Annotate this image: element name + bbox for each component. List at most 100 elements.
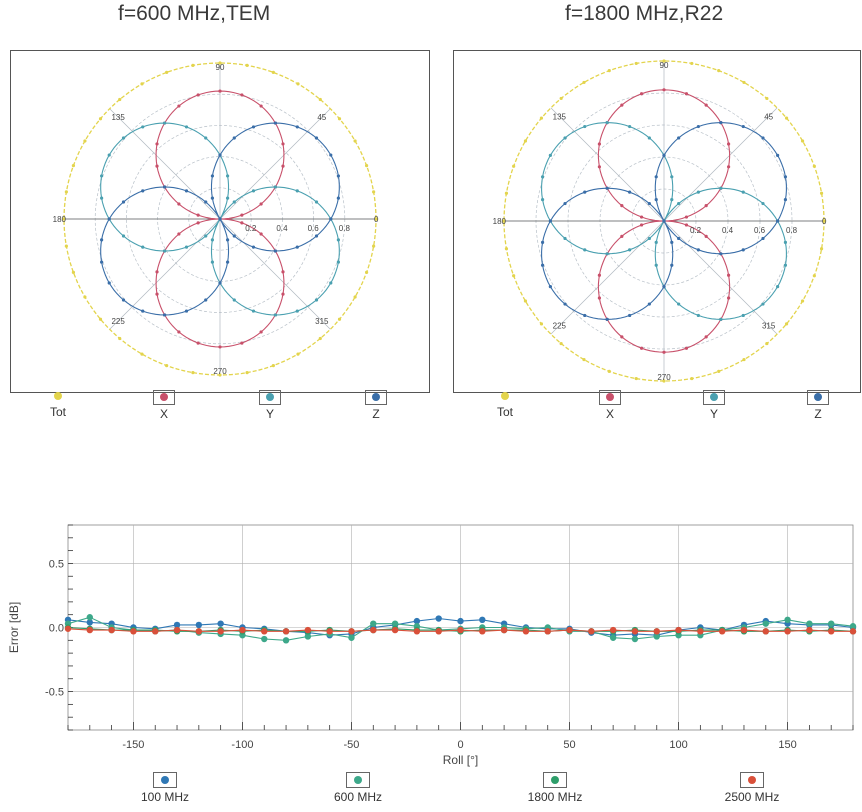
polar-radial-tick-label: 0.8: [786, 226, 798, 235]
polar-series-point-z: [107, 281, 111, 285]
polar-series-point-y: [225, 196, 230, 200]
polar-series-point-y: [314, 298, 319, 302]
polar-series-point-x: [620, 335, 624, 339]
polar-series-point-z: [218, 281, 222, 285]
legend-dot: [748, 776, 756, 784]
polar-series-point-tot: [502, 219, 506, 223]
polar-angle-tick-label: 270: [213, 367, 227, 376]
polar-series-point-x: [704, 103, 708, 107]
polar-series-point-tot: [318, 336, 322, 341]
polar-series-point-z: [563, 302, 567, 306]
data-point-600-mhz: [806, 620, 813, 627]
polar-series-point-z: [336, 196, 340, 200]
polar-series-point-y: [647, 136, 651, 140]
data-point-600-mhz: [609, 634, 617, 641]
polar-series-point-tot: [83, 295, 87, 299]
polar-angle-tick-label: 45: [764, 112, 773, 121]
x-tick-label: -50: [344, 739, 360, 751]
legend-label: Z: [372, 407, 380, 421]
polar-series-point-y: [251, 189, 256, 193]
polar-series-point-x: [597, 142, 601, 146]
data-point-2500-mhz: [588, 628, 595, 635]
data-point-2500-mhz: [762, 628, 769, 635]
polar-chart-1-frame: 90 135 45 180 0 225 315 270 0.2 0.4 0.6 0.8: [10, 50, 430, 393]
polar-series-point-tot: [71, 164, 76, 168]
polar-series-point-tot: [296, 82, 300, 86]
polar-series-point-x: [155, 270, 159, 274]
polar-series-point-tot: [140, 82, 144, 86]
polar-series-point-tot: [812, 164, 816, 168]
polar-series-point-tot: [822, 219, 826, 223]
legend-label: Y: [265, 407, 274, 421]
polar-series-point-y: [184, 125, 189, 129]
polar-series-point-z: [218, 217, 222, 221]
data-point-100-mhz: [217, 620, 224, 627]
polar-series-point-z: [184, 309, 189, 313]
legend-item-z: Z: [796, 390, 840, 421]
polar-series-point-tot: [742, 357, 746, 362]
polar-angle-tick-label: 315: [315, 317, 329, 326]
legend-dot: [606, 393, 614, 401]
legend-item-y: Y: [692, 390, 736, 421]
polar-series-point-tot: [191, 371, 195, 375]
polar-series-point-x: [259, 202, 263, 206]
polar-series-point-y: [761, 201, 765, 206]
polar-series-point-y: [583, 124, 587, 129]
legend-item-x: X: [142, 390, 186, 421]
polar-series-point-tot: [634, 376, 638, 381]
polar-series-point-tot: [364, 164, 369, 168]
legend-item-tot: Tot: [483, 390, 527, 419]
polar-series-point-z: [670, 263, 674, 267]
polar-series-point-z: [628, 190, 632, 194]
polar-series-point-x: [196, 213, 200, 217]
legend-dot: [710, 393, 718, 401]
polar-series-point-y: [677, 201, 681, 206]
data-point-2500-mhz: [522, 628, 530, 635]
legend-dot: [354, 776, 362, 784]
polar-series-point-y: [654, 240, 658, 245]
polar-series-point-z: [218, 153, 222, 157]
polar-series-point-y: [273, 185, 277, 189]
polar-series-point-z: [121, 200, 126, 204]
polar-series-point-tot: [765, 96, 769, 101]
legend-dot: [161, 776, 169, 784]
polar-grid-spoke: [550, 220, 665, 335]
x-tick-label: 0: [457, 739, 463, 751]
polar-series-point-z: [605, 186, 609, 190]
polar-series-point-z: [776, 219, 780, 223]
polar-series-point-tot: [353, 295, 357, 299]
polar-series-point-y: [563, 236, 567, 241]
data-point-2500-mhz: [500, 626, 508, 634]
polar-radial-tick-label: 0.2: [690, 226, 702, 235]
polar-series-point-z: [783, 197, 788, 202]
data-point-100-mhz: [435, 615, 442, 622]
polar-series-point-x: [620, 204, 624, 208]
data-point-2500-mhz: [806, 626, 813, 634]
polar-series-point-tot: [337, 317, 342, 321]
polar-series-point-y: [232, 200, 236, 204]
legend-dot: [266, 393, 274, 401]
polar-series-point-y: [719, 186, 723, 190]
polar-series-point-z: [677, 136, 681, 140]
polar-series-point-x: [684, 215, 689, 219]
polar-series-point-y: [548, 153, 552, 157]
polar-series-point-y: [336, 260, 340, 264]
polar-series-point-tot: [218, 373, 222, 377]
polar-series-point-x: [259, 330, 263, 334]
polar-series-point-tot: [784, 116, 789, 120]
polar-series-point-tot: [218, 61, 222, 65]
data-point-2500-mhz: [609, 626, 617, 634]
polar-series-point-x: [218, 345, 222, 349]
polar-grid-spoke: [109, 108, 221, 220]
polar-series-point-z: [677, 236, 681, 241]
legend-dot: [501, 392, 509, 400]
polar-series-point-x: [620, 234, 624, 238]
polar-series-point-x: [597, 165, 601, 169]
polar-series-point-tot: [765, 341, 769, 346]
polar-series-point-y: [563, 136, 567, 140]
polar-radial-tick-label: 0.4: [722, 226, 734, 235]
polar-series-point-tot: [819, 191, 824, 195]
polar-grid-spoke: [663, 220, 778, 335]
legend-marker: [599, 390, 621, 405]
polar-series-point-x: [620, 103, 624, 107]
